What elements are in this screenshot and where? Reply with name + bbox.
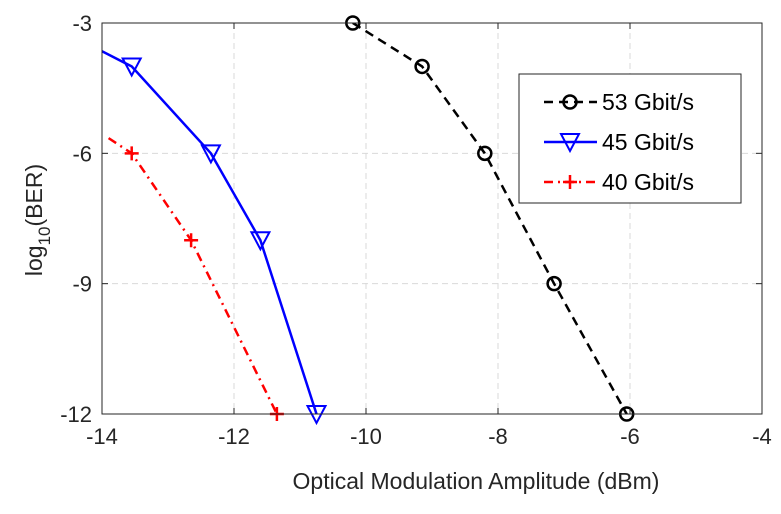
legend-marker bbox=[562, 94, 578, 110]
legend-marker bbox=[559, 133, 581, 154]
data-point bbox=[414, 58, 430, 75]
y-axis-label-subscript: 10 bbox=[35, 227, 54, 246]
legend-label: 40 Gbit/s bbox=[602, 169, 694, 195]
y-axis-label-base: log bbox=[21, 245, 47, 276]
tick-marks bbox=[101, 22, 763, 415]
series-line bbox=[352, 23, 628, 414]
x-tick-label: -4 bbox=[752, 424, 772, 449]
legend-marker bbox=[563, 175, 577, 189]
series-1 bbox=[352, 23, 628, 414]
y-tick-label: -12 bbox=[60, 402, 92, 427]
legend: 53 Gbit/s 45 Gbit/s 40 Gbit/s bbox=[518, 73, 742, 204]
data-point bbox=[546, 275, 562, 292]
y-axis-label: log10(BER) bbox=[21, 164, 54, 276]
x-tick-label: -8 bbox=[488, 424, 508, 449]
data-point bbox=[249, 231, 272, 252]
data-point bbox=[200, 144, 222, 165]
x-tick-label: -10 bbox=[350, 424, 382, 449]
y-tick-label: -3 bbox=[72, 11, 92, 36]
x-tick-label: -14 bbox=[86, 424, 118, 449]
data-point bbox=[124, 146, 139, 161]
legend-box bbox=[518, 73, 742, 204]
x-tick-label: -12 bbox=[218, 424, 250, 449]
y-axis-label-rest: (BER) bbox=[21, 164, 47, 227]
data-point bbox=[477, 145, 493, 162]
series-2 bbox=[102, 50, 318, 414]
legend-label: 45 Gbit/s bbox=[602, 129, 694, 155]
data-point bbox=[184, 233, 199, 248]
plot-frame bbox=[101, 22, 763, 415]
x-tick-label: -6 bbox=[620, 424, 640, 449]
series-line bbox=[102, 50, 318, 414]
y-tick-label: -9 bbox=[72, 272, 92, 297]
tick-labels: -14 -12 -10 -8 -6 -4-12-9-6-3 bbox=[60, 11, 772, 449]
y-tick-label: -6 bbox=[72, 141, 92, 166]
x-axis-label: Optical Modulation Amplitude (dBm) bbox=[293, 468, 660, 494]
series-layer bbox=[102, 15, 635, 426]
data-point bbox=[121, 57, 143, 78]
legend-label: 53 Gbit/s bbox=[602, 89, 694, 115]
